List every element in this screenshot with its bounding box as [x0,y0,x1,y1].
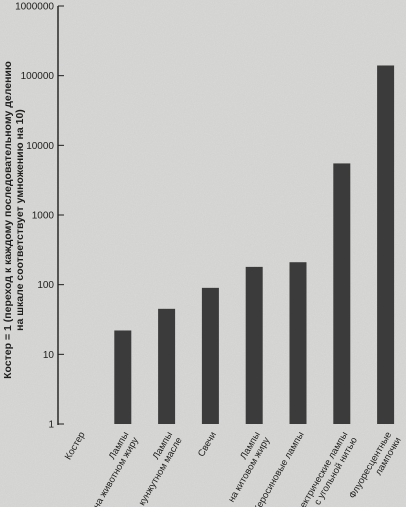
x-tick-label: Костер [63,430,88,462]
y-ticks: 1 10 100 1000 10000 100000 1000000 [15,2,64,431]
x-tick-label: Лампына животном жиру [82,430,141,507]
x-tick-labels: Костер Лампына животном жиру Лампына кунжу… [63,430,404,507]
bars [114,65,395,425]
y-tick-label: 100000 [21,71,55,82]
y-tick-label: 1 [48,420,54,431]
bar [114,330,132,424]
bar [333,163,351,425]
bar [158,308,176,424]
bar [377,65,395,424]
y-tick-label: 100 [37,280,54,291]
x-tick-label: Свечи [196,430,219,459]
bar [245,266,263,424]
y-tick-label: 10000 [26,141,54,152]
y-tick-label: 1000 [32,211,55,222]
bar [201,287,219,424]
bar [289,262,307,424]
y-tick-label: 10 [43,350,55,361]
y-tick-label: 1000000 [15,2,54,13]
